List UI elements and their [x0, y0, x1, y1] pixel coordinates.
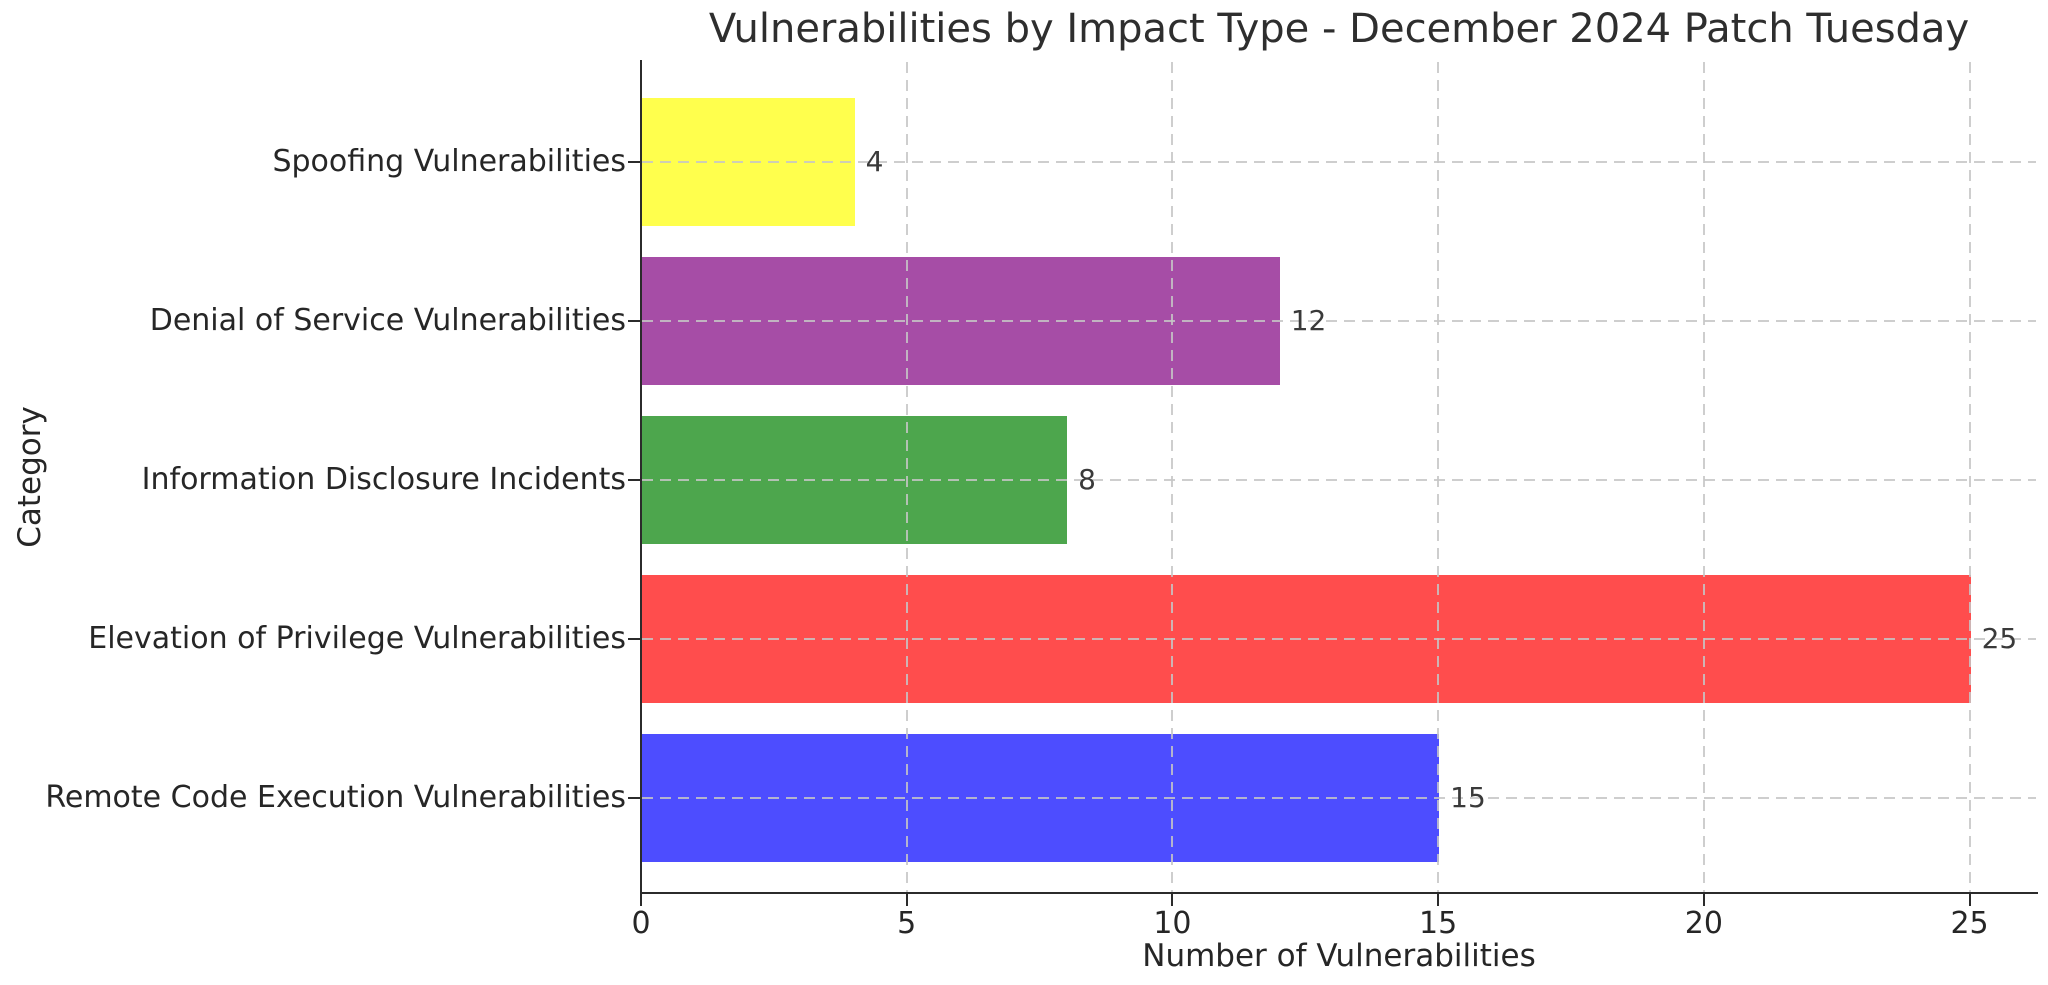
- category-label-remote-code-execution-vulnerabilities: Remote Code Execution Vulnerabilities: [45, 780, 626, 815]
- x-gridline: [1702, 62, 1705, 892]
- y-gridline: [642, 320, 2036, 322]
- x-tick-label: 0: [631, 906, 651, 941]
- x-gridline: [1968, 62, 1971, 892]
- bar-value-label: 25: [1981, 622, 2018, 655]
- x-gridline: [905, 62, 908, 892]
- category-label-denial-of-service-vulnerabilities: Denial of Service Vulnerabilities: [149, 303, 626, 338]
- x-gridline: [1437, 62, 1440, 892]
- x-tick-mark: [1968, 894, 1971, 906]
- bar-value-label: 4: [865, 145, 884, 178]
- x-tick-label: 5: [897, 906, 917, 941]
- x-tick-label: 20: [1684, 906, 1723, 941]
- y-gridline: [642, 638, 2036, 640]
- x-gridline: [1171, 62, 1174, 892]
- x-tick-mark: [640, 894, 642, 906]
- x-tick-mark: [1171, 894, 1174, 906]
- category-label-information-disclosure-incidents: Information Disclosure Incidents: [141, 462, 626, 497]
- x-tick-label: 25: [1950, 906, 1989, 941]
- x-tick-label: 15: [1419, 906, 1458, 941]
- bar-value-label: 12: [1290, 304, 1327, 337]
- x-axis-label: Number of Vulnerabilities: [1142, 938, 1536, 974]
- y-axis-spine: [640, 60, 642, 894]
- chart-title: Vulnerabilities by Impact Type - Decembe…: [708, 6, 1970, 52]
- x-tick-mark: [1437, 894, 1440, 906]
- y-tick-mark: [628, 638, 640, 640]
- x-axis-spine: [640, 892, 2038, 894]
- y-tick-mark: [628, 161, 640, 163]
- y-tick-mark: [628, 797, 640, 799]
- category-label-elevation-of-privilege-vulnerabilities: Elevation of Privilege Vulnerabilities: [88, 621, 626, 656]
- y-gridline: [642, 161, 2036, 163]
- y-tick-mark: [628, 479, 640, 481]
- x-tick-mark: [905, 894, 908, 906]
- y-gridline: [642, 797, 2036, 799]
- category-label-spoofing-vulnerabilities: Spoofing Vulnerabilities: [272, 144, 626, 179]
- bar-value-label: 15: [1450, 781, 1486, 814]
- x-tick-mark: [1702, 894, 1705, 906]
- bar-value-label: 8: [1078, 463, 1096, 496]
- y-tick-mark: [628, 320, 640, 322]
- y-gridline: [642, 479, 2036, 481]
- x-tick-label: 10: [1153, 906, 1192, 941]
